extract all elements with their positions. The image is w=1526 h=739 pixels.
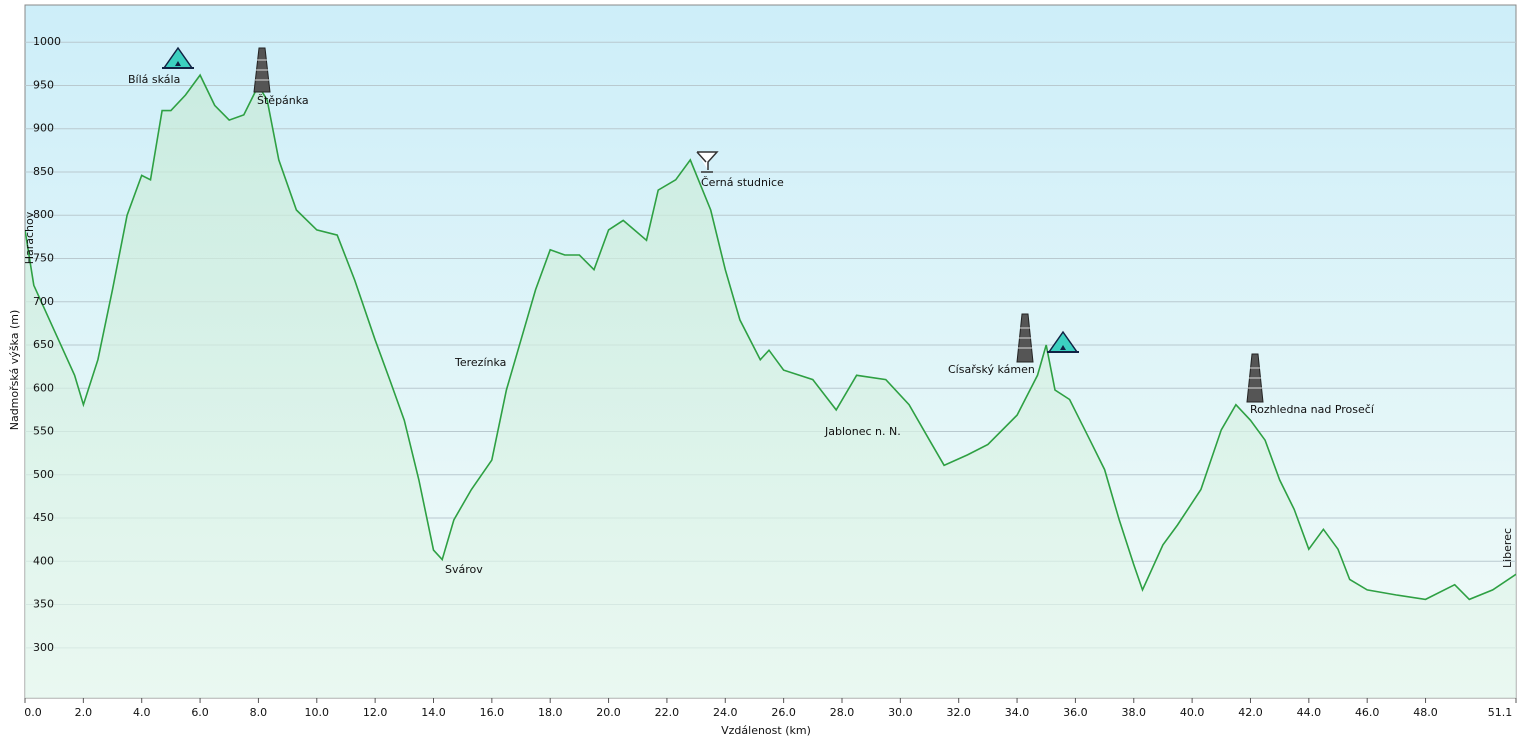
x-tick-label: 40.0 xyxy=(1180,706,1205,719)
x-tick-label: 48.0 xyxy=(1413,706,1438,719)
x-tick-label: 6.0 xyxy=(191,706,209,719)
tower-icon xyxy=(1016,313,1034,363)
y-tick-label: 600 xyxy=(33,381,54,394)
x-tick-label: 10.0 xyxy=(305,706,330,719)
x-tick-label: 36.0 xyxy=(1063,706,1088,719)
x-tick-label: 0.0 xyxy=(24,706,42,719)
tent-icon xyxy=(1047,330,1079,353)
x-tick-label: 30.0 xyxy=(888,706,913,719)
x-tick-label: 18.0 xyxy=(538,706,563,719)
x-tick-label: 38.0 xyxy=(1122,706,1147,719)
x-tick-label: 8.0 xyxy=(250,706,268,719)
annotation: Rozhledna nad Prosečí xyxy=(1250,403,1375,416)
x-tick-label: 46.0 xyxy=(1355,706,1380,719)
y-tick-label: 500 xyxy=(33,468,54,481)
x-tick-label: 32.0 xyxy=(946,706,971,719)
tower-icon xyxy=(1246,353,1264,403)
annotation: Císařský kámen xyxy=(948,363,1035,376)
annotation: Svárov xyxy=(445,563,483,576)
x-tick-label: 16.0 xyxy=(480,706,505,719)
x-tick-label: 26.0 xyxy=(771,706,796,719)
annotation: Terezínka xyxy=(454,356,506,369)
annotation: Harachov xyxy=(23,211,36,264)
y-tick-label: 950 xyxy=(33,78,54,91)
y-tick-label: 350 xyxy=(33,598,54,611)
y-tick-label: 700 xyxy=(33,295,54,308)
x-tick-label: 28.0 xyxy=(830,706,855,719)
y-tick-label: 850 xyxy=(33,165,54,178)
tent-icon xyxy=(162,46,194,69)
plot xyxy=(25,73,1516,698)
elevation-line xyxy=(25,73,1516,601)
y-tick-label: 750 xyxy=(33,251,54,264)
y-tick-label: 550 xyxy=(33,425,54,438)
x-tick-label: 12.0 xyxy=(363,706,388,719)
x-tick-label: 20.0 xyxy=(596,706,621,719)
x-tick-label: 44.0 xyxy=(1297,706,1322,719)
elevation-area xyxy=(25,75,1516,698)
x-axis-label: Vzdálenost (km) xyxy=(721,724,811,737)
x-tick-label: 22.0 xyxy=(655,706,680,719)
y-tick-label: 650 xyxy=(33,338,54,351)
annotation: Černá studnice xyxy=(701,176,784,189)
annotation: Jablonec n. N. xyxy=(824,425,901,438)
icons xyxy=(162,46,1264,403)
annotation: Liberec xyxy=(1501,528,1514,568)
y-tick-label: 800 xyxy=(33,208,54,221)
y-axis-label: Nadmořská výška (m) xyxy=(8,310,21,431)
y-tick-label: 450 xyxy=(33,511,54,524)
y-tick-label: 900 xyxy=(33,122,54,135)
x-tick-label: 51.1 xyxy=(1488,706,1513,719)
x-tick-label: 14.0 xyxy=(421,706,446,719)
y-tick-label: 400 xyxy=(33,554,54,567)
x-tick-label: 42.0 xyxy=(1238,706,1263,719)
x-tick-label: 4.0 xyxy=(133,706,151,719)
x-tick-label: 34.0 xyxy=(1005,706,1030,719)
tower-icon xyxy=(253,47,271,93)
x-tick-label: 24.0 xyxy=(713,706,738,719)
annotation: Bílá skála xyxy=(128,73,180,86)
annotation: Štěpánka xyxy=(257,94,309,107)
glass-icon xyxy=(696,151,719,173)
y-tick-label: 300 xyxy=(33,641,54,654)
y-tick-label: 1000 xyxy=(33,35,61,48)
x-tick-label: 2.0 xyxy=(75,706,93,719)
